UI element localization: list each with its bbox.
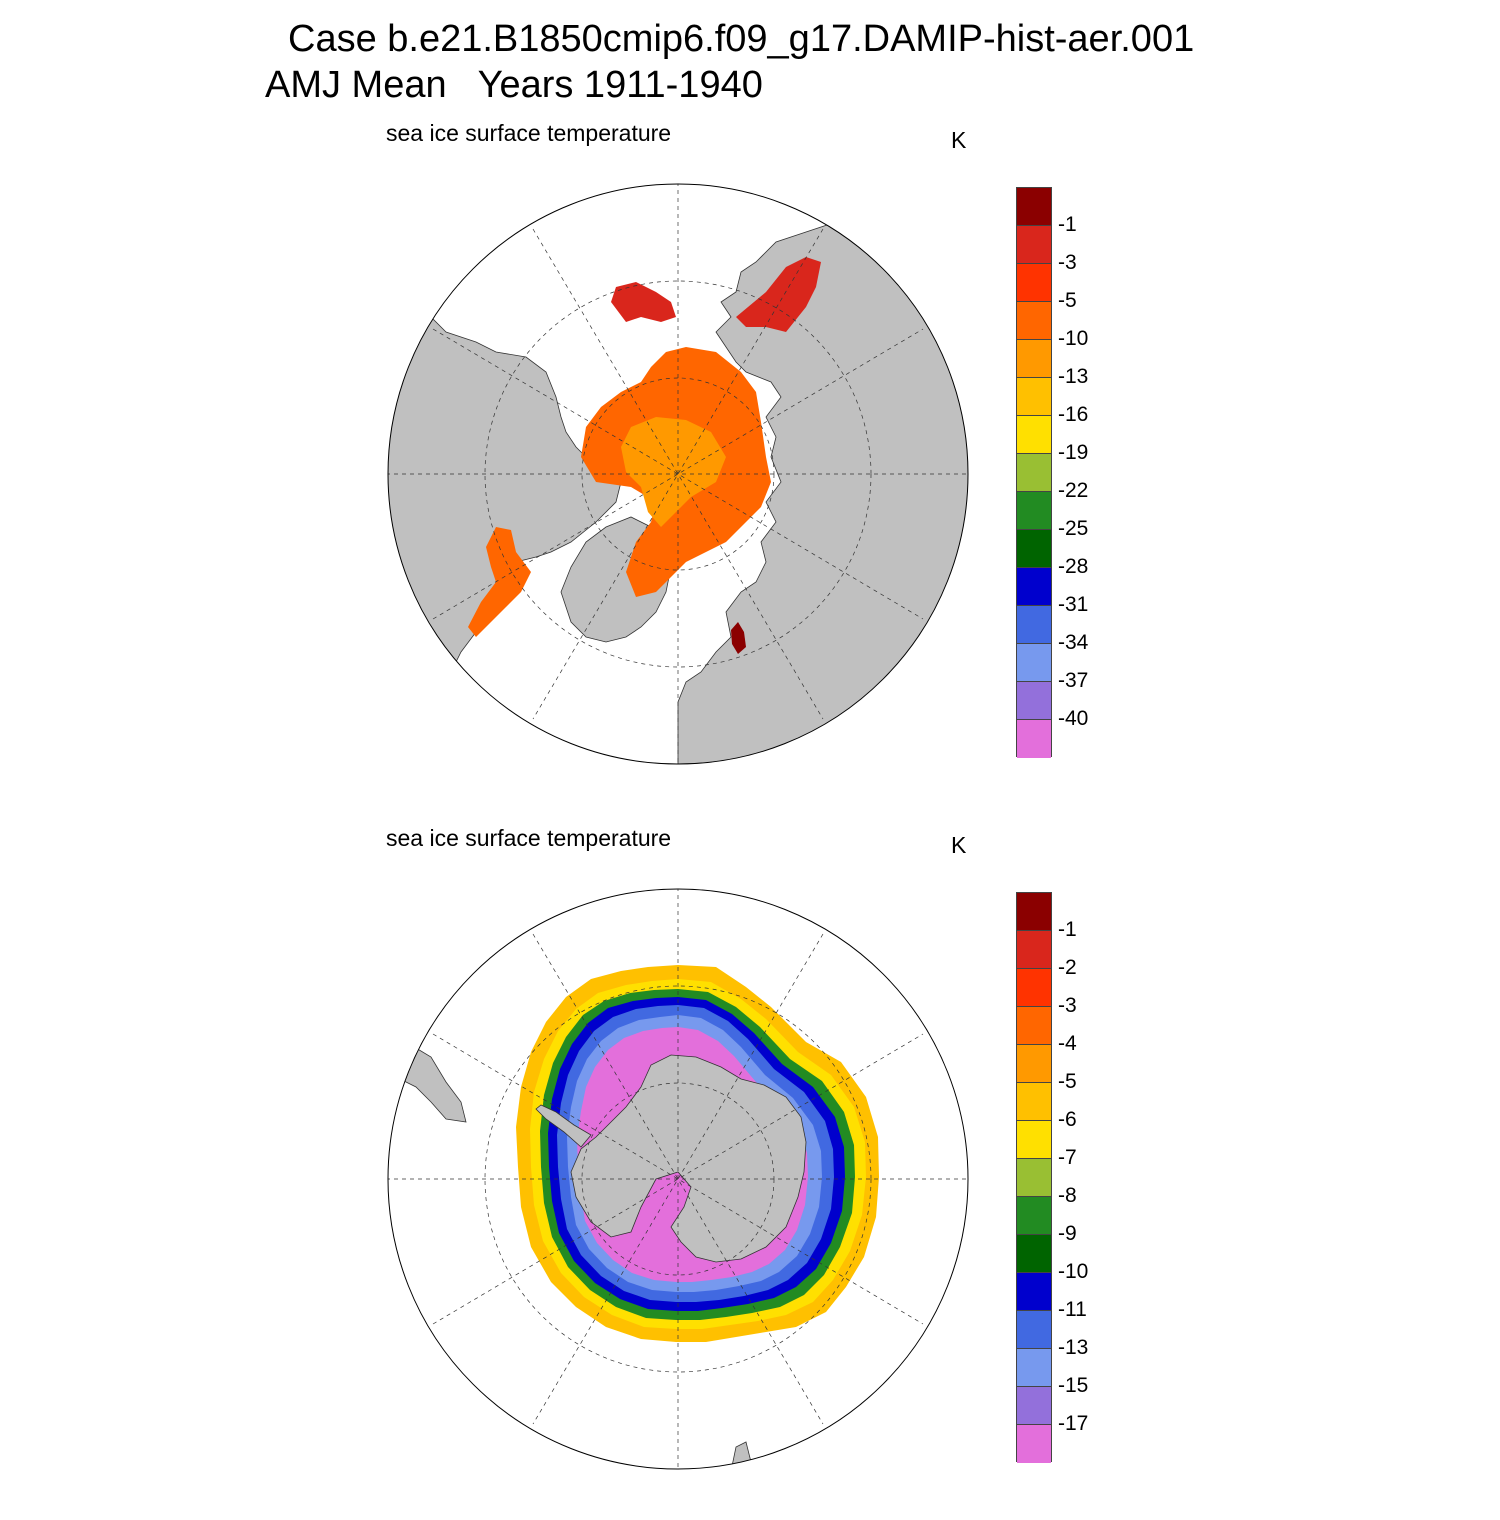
north-polar-map [387,183,969,765]
south-graticule [388,889,968,1469]
colorbar-box [1017,644,1051,682]
colorbar-label: -34 [1058,631,1089,654]
colorbar-label: -5 [1058,289,1077,312]
south-panel-title: sea ice surface temperature [386,825,672,851]
colorbar-box [1017,1121,1051,1159]
colorbar-label: -11 [1058,1298,1087,1321]
colorbar-label: -5 [1058,1070,1077,1093]
colorbar-box [1017,568,1051,606]
north-ice-hudson [468,527,531,637]
colorbar-label: -9 [1058,1222,1077,1245]
colorbar-box [1017,492,1051,530]
colorbar-label: -25 [1058,517,1089,540]
south-map-border [387,888,969,1470]
north-ice-core [621,417,726,527]
south-polar-map [387,888,969,1470]
north-land-north-america [388,301,622,723]
south-panel: sea ice surface temperature K [0,820,1500,1520]
colorbar-label: -3 [1058,994,1077,1017]
north-panel: sea ice surface temperature K [0,115,1500,815]
colorbar-box [1017,454,1051,492]
colorbar-label: -2 [1058,956,1077,979]
north-ice-okhotsk [611,282,676,322]
colorbar-box [1017,416,1051,454]
south-units-label: K [951,832,967,858]
south-land-antarctica [570,1054,807,1263]
colorbar-label: -8 [1058,1184,1077,1207]
south-land-peninsula [535,1104,592,1148]
colorbar-label: -6 [1058,1108,1077,1131]
colorbar-box [1017,969,1051,1007]
figure-title: Case b.e21.B1850cmip6.f09_g17.DAMIP-hist… [288,18,1195,60]
colorbar-label: -13 [1058,1336,1089,1359]
colorbar-label: -22 [1058,479,1089,502]
colorbar-box [1017,1311,1051,1349]
colorbar-box [1017,1273,1051,1311]
colorbar-box [1017,302,1051,340]
colorbar-label: -37 [1058,669,1089,692]
north-colorbar [1016,187,1052,758]
colorbar-box [1017,682,1051,720]
colorbar-label: -16 [1058,403,1089,426]
colorbar-box [1017,1083,1051,1121]
colorbar-box [1017,1235,1051,1273]
north-map-border [387,183,969,765]
colorbar-box [1017,530,1051,568]
colorbar-label: -1 [1058,213,1077,236]
colorbar-box [1017,1197,1051,1235]
colorbar-box [1017,1387,1051,1425]
colorbar-box [1017,1159,1051,1197]
colorbar-box [1017,226,1051,264]
colorbar-box [1017,1425,1051,1463]
colorbar-label: -3 [1058,251,1077,274]
colorbar-label: -19 [1058,441,1089,464]
figure-subtitle: AMJ Mean Years 1911-1940 [265,64,763,106]
colorbar-box [1017,1045,1051,1083]
colorbar-box [1017,264,1051,302]
colorbar-label: -40 [1058,707,1089,730]
colorbar-label: -4 [1058,1032,1077,1055]
north-panel-title: sea ice surface temperature [386,120,672,146]
colorbar-box [1017,188,1051,226]
colorbar-box [1017,931,1051,969]
colorbar-box [1017,1007,1051,1045]
colorbar-label: -17 [1058,1412,1089,1435]
colorbar-box [1017,893,1051,931]
colorbar-label: -1 [1058,918,1077,941]
colorbar-label: -28 [1058,555,1089,578]
colorbar-box [1017,720,1051,758]
colorbar-label: -10 [1058,327,1089,350]
colorbar-box [1017,606,1051,644]
north-colorbar-labels: -1 -3 -5 -10 -13 -16 -19 -22 -25 -28 -31… [1058,187,1118,757]
colorbar-label: -10 [1058,1260,1089,1283]
south-colorbar [1016,892,1052,1463]
colorbar-box [1017,1349,1051,1387]
colorbar-label: -15 [1058,1374,1089,1397]
north-units-label: K [951,127,967,153]
north-ice-baltic [731,622,746,654]
colorbar-label: -31 [1058,593,1089,616]
north-graticule [388,184,968,764]
colorbar-box [1017,340,1051,378]
north-ice-bering [736,257,821,332]
south-colorbar-labels: -1 -2 -3 -4 -5 -6 -7 -8 -9 -10 -11 -13 -… [1058,892,1118,1462]
colorbar-label: -7 [1058,1146,1077,1169]
colorbar-box [1017,378,1051,416]
colorbar-label: -13 [1058,365,1089,388]
